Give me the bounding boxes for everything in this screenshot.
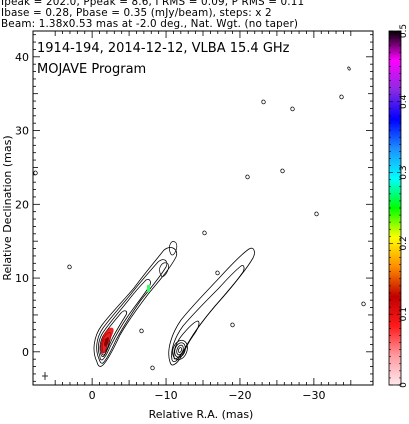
noise-contour-k xyxy=(67,264,72,270)
noise-contour-h xyxy=(339,94,344,100)
polarization-core-dark xyxy=(104,337,109,347)
x-axis-label: Relative R.A. (mas) xyxy=(149,408,254,421)
noise-contour-a xyxy=(169,241,178,256)
y-tick-label: 30 xyxy=(15,125,29,138)
contour-secondary-2 xyxy=(171,265,245,363)
noise-contour-e xyxy=(290,106,295,112)
contour-secondary-outer xyxy=(168,247,255,366)
noise-contours xyxy=(33,66,366,371)
colorbar-tick-label: 0.1 xyxy=(399,307,409,321)
noise-contour-b xyxy=(159,262,169,278)
y-tick-label: 20 xyxy=(15,198,29,211)
secondary-jet-contours xyxy=(168,247,255,366)
noise-contour-g xyxy=(280,168,285,174)
header-line-2: Ibase = 0.28, Pbase = 0.35 (mJy/beam), s… xyxy=(1,7,272,19)
plot-frame xyxy=(32,30,374,386)
noise-contour-d xyxy=(261,99,266,105)
noise-contour-c xyxy=(245,174,250,180)
contour-map xyxy=(33,66,366,371)
noise-contour-f xyxy=(202,230,207,236)
noise-contour-l xyxy=(139,328,144,334)
header-line-1: Ipeak = 202.0, Ppeak = 8.6, I RMS = 0.09… xyxy=(1,0,305,8)
polarization-jet-patch xyxy=(147,285,150,292)
colorbar-tick-label: 0.2 xyxy=(399,236,409,250)
header-line-3: Beam: 1.38x0.53 mas at -2.0 deg., Nat. W… xyxy=(1,18,299,30)
noise-contour-n xyxy=(347,66,351,71)
contour-secondary-core-1 xyxy=(172,339,188,361)
noise-contour-o xyxy=(33,170,38,176)
beam-symbol xyxy=(42,372,48,380)
colorbar-tick-label: 0 xyxy=(399,382,409,388)
contour-primary-2 xyxy=(96,259,168,364)
noise-contour-j xyxy=(361,301,366,307)
contour-primary-outer xyxy=(93,247,178,367)
y-tick-label: 10 xyxy=(15,272,29,285)
y-tick-label: 40 xyxy=(15,51,29,64)
x-tick-label: −30 xyxy=(302,389,325,402)
x-tick-label: 0 xyxy=(89,389,96,402)
x-tick-label: −20 xyxy=(228,389,251,402)
noise-contour-i xyxy=(314,211,319,217)
polarization-overlay xyxy=(100,285,150,354)
axes: 0 −10 −20 −30 0 10 20 30 40 xyxy=(15,31,373,402)
noise-contour-q xyxy=(230,322,235,328)
primary-jet-contours xyxy=(93,247,178,367)
contour-secondary-core-2 xyxy=(174,342,186,358)
colorbar-tick-label: 0.5 xyxy=(399,24,409,38)
colorbar-tick-label: 0.4 xyxy=(399,94,409,109)
contour-secondary-core-4 xyxy=(177,347,183,353)
colorbar-tick-label: 0.3 xyxy=(399,165,409,179)
y-axis-label: Relative Declination (mas) xyxy=(1,135,14,280)
y-tick-label: 0 xyxy=(22,346,29,359)
colorbar-ticks: 0 0.1 0.2 0.3 0.4 0.5 xyxy=(389,24,409,388)
chart-subtitle: MOJAVE Program xyxy=(37,62,146,77)
noise-contour-m xyxy=(150,365,155,371)
x-tick-label: −10 xyxy=(154,389,177,402)
chart-title: 1914-194, 2014-12-12, VLBA 15.4 GHz xyxy=(37,41,290,56)
noise-contour-p xyxy=(215,270,220,276)
contour-secondary-core-3 xyxy=(176,344,184,356)
